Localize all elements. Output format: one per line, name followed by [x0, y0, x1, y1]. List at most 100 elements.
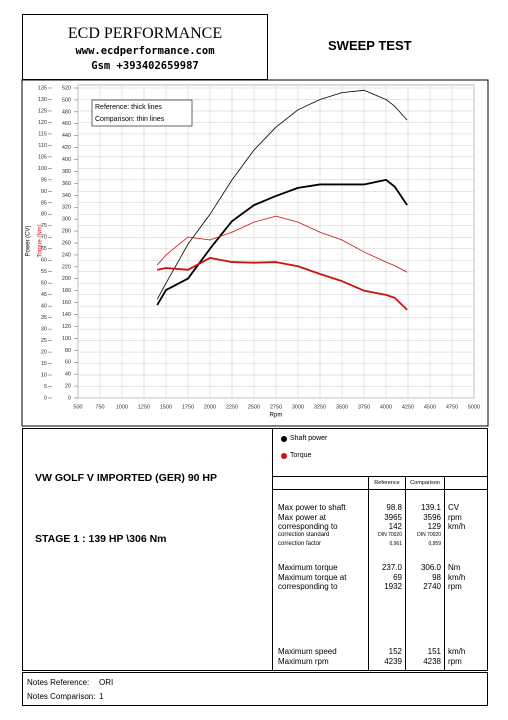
y-tick-label: 105 — [38, 154, 47, 160]
y-tick-label: 110 — [38, 143, 47, 149]
y-tick-label: 80 — [41, 212, 47, 218]
row-comparison: 4238 — [423, 656, 441, 666]
y-tick-label: 90 — [41, 189, 47, 195]
website: www.ecdperformance.com — [75, 45, 215, 57]
row-unit: rpm — [448, 656, 462, 666]
legend-comparison: Comparison: thin lines — [95, 116, 165, 123]
y-tick-label: 115 — [38, 131, 47, 137]
y2-axis-title: Torque (Nm) — [38, 224, 44, 257]
comparison-line — [156, 215, 408, 273]
x-tick-label: 2000 — [204, 404, 216, 410]
y2-tick-label: 180 — [62, 288, 71, 294]
y-tick-label: 45 — [41, 292, 47, 298]
header-box: ECD PERFORMANCE www.ecdperformance.com G… — [22, 14, 268, 80]
vehicle-stage: STAGE 1 : 139 HP \306 Nm — [35, 533, 167, 545]
column-header: Comparison — [410, 480, 440, 486]
y2-tick-label: 200 — [62, 276, 71, 282]
row-label: Maximum torque at — [278, 572, 347, 582]
x-tick-label: 3250 — [314, 404, 326, 410]
column-header: Reference — [374, 480, 400, 486]
y2-tick-label: 260 — [62, 240, 71, 246]
row-label: correction factor — [278, 541, 322, 547]
x-axis-title: Rpm — [270, 413, 283, 419]
y2-tick-label: 320 — [62, 205, 71, 211]
y-tick-label: 0 — [44, 395, 47, 401]
sheet-title: SWEEP TEST — [328, 38, 412, 53]
legend-dot — [281, 453, 287, 459]
y-tick-label: 35 — [41, 315, 47, 321]
x-tick-label: 3750 — [358, 404, 370, 410]
x-tick-label: 4500 — [424, 404, 436, 410]
row-reference: 4239 — [384, 656, 402, 666]
y-tick-label: 95 — [41, 177, 47, 183]
y-tick-label: 125 — [38, 108, 47, 114]
y-tick-label: 130 — [38, 97, 47, 103]
row-label: corresponding to — [278, 582, 338, 591]
column-rule — [444, 476, 445, 670]
y2-tick-label: 140 — [62, 312, 71, 318]
row-label: corresponding to — [278, 522, 338, 531]
y2-tick-label: 120 — [62, 324, 71, 330]
y2-tick-label: 80 — [65, 348, 71, 354]
y2-tick-label: 20 — [65, 384, 71, 390]
x-tick-label: 750 — [95, 404, 104, 410]
row-comparison: 151 — [427, 647, 441, 656]
row-reference: 237.0 — [381, 563, 402, 572]
row-reference: 142 — [388, 522, 402, 531]
row-comparison: 129 — [427, 522, 441, 531]
legend-dot — [281, 436, 287, 442]
row-unit: km/h — [448, 647, 466, 656]
row-unit: rpm — [448, 582, 462, 591]
row-comparison: 98 — [432, 572, 441, 582]
x-tick-label: 1750 — [182, 404, 194, 410]
y2-tick-label: 480 — [62, 109, 71, 115]
row-label: Maximum speed — [278, 647, 337, 656]
row-reference: 152 — [388, 647, 402, 656]
x-tick-label: 5000 — [468, 404, 480, 410]
row-comparison: 139.1 — [420, 503, 441, 512]
y2-tick-label: 240 — [62, 252, 71, 258]
x-tick-label: 1250 — [138, 404, 150, 410]
table-rule — [273, 489, 487, 490]
row-reference: 1932 — [384, 582, 402, 591]
column-rule — [368, 476, 369, 670]
legend-label: Torque — [290, 452, 312, 459]
company: ECD PERFORMANCE — [67, 25, 223, 42]
x-tick-label: 4000 — [380, 404, 392, 410]
chart: Power (CV) Torque (Nm) Rpm 0 5 10 15 20 25 30 3… — [21, 79, 489, 427]
vehicle-box: VW GOLF V IMPORTED (GER) 90 HP STAGE 1 :… — [22, 428, 273, 671]
column-rule — [405, 476, 406, 670]
y2-tick-label: 420 — [62, 145, 71, 151]
x-tick-label: 3000 — [292, 404, 304, 410]
y-tick-label: 120 — [38, 120, 47, 126]
y2-tick-label: 300 — [62, 217, 71, 223]
y-tick-label: 70 — [41, 235, 47, 241]
notes-ref: ORI — [99, 678, 114, 687]
row-label: Maximum rpm — [278, 656, 329, 666]
y2-tick-label: 160 — [62, 300, 71, 306]
y2-tick-label: 500 — [62, 97, 71, 103]
y2-tick-label: 520 — [62, 85, 71, 91]
y-tick-label: 60 — [41, 258, 47, 264]
vehicle-model: VW GOLF V IMPORTED (GER) 90 HP — [35, 472, 218, 484]
style-legend-box — [91, 99, 193, 127]
row-reference: DIN 70020 — [378, 531, 402, 538]
y2-tick-label: 220 — [62, 264, 71, 270]
x-tick-label: 1000 — [116, 404, 128, 410]
row-comparison: 3596 — [423, 512, 441, 522]
row-unit: CV — [448, 503, 460, 512]
y2-tick-label: 40 — [65, 372, 71, 378]
chart-frame — [21, 79, 489, 427]
y2-tick-label: 0 — [68, 395, 71, 401]
y2-tick-label: 440 — [62, 133, 71, 139]
y2-tick-label: 340 — [62, 193, 71, 199]
legend-label: Shaft power — [290, 435, 328, 442]
x-tick-label: 1500 — [160, 404, 172, 410]
x-tick-label: 500 — [73, 404, 82, 410]
y2-tick-label: 100 — [62, 336, 71, 342]
comparison-line — [156, 89, 408, 300]
row-reference: 69 — [393, 572, 402, 582]
row-reference: 0,961 — [389, 541, 402, 547]
y2-tick-label: 400 — [62, 157, 71, 163]
